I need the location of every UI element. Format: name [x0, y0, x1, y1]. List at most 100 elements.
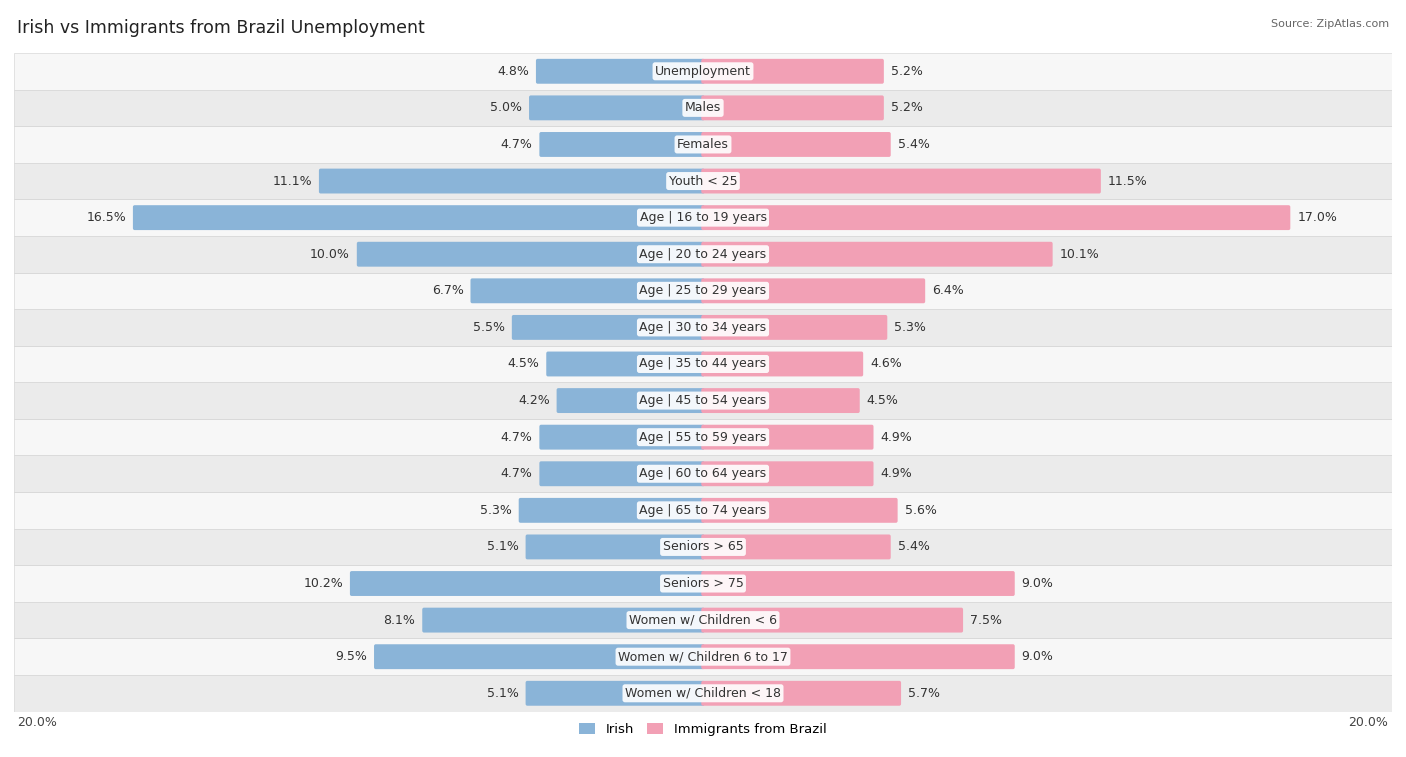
Text: 4.7%: 4.7% [501, 467, 533, 480]
Text: 9.0%: 9.0% [1022, 577, 1053, 590]
Text: Irish vs Immigrants from Brazil Unemployment: Irish vs Immigrants from Brazil Unemploy… [17, 19, 425, 37]
FancyBboxPatch shape [547, 351, 704, 376]
FancyBboxPatch shape [14, 602, 1392, 638]
FancyBboxPatch shape [357, 241, 704, 266]
FancyBboxPatch shape [134, 205, 704, 230]
Text: 5.3%: 5.3% [479, 504, 512, 517]
Text: Age | 55 to 59 years: Age | 55 to 59 years [640, 431, 766, 444]
Text: 4.8%: 4.8% [498, 65, 529, 78]
Text: Males: Males [685, 101, 721, 114]
FancyBboxPatch shape [702, 279, 925, 304]
FancyBboxPatch shape [529, 95, 704, 120]
FancyBboxPatch shape [14, 199, 1392, 236]
Text: 5.6%: 5.6% [904, 504, 936, 517]
Text: 4.6%: 4.6% [870, 357, 901, 370]
FancyBboxPatch shape [702, 461, 873, 486]
FancyBboxPatch shape [702, 169, 1101, 194]
FancyBboxPatch shape [702, 59, 884, 84]
FancyBboxPatch shape [14, 163, 1392, 199]
Text: 5.4%: 5.4% [897, 138, 929, 151]
FancyBboxPatch shape [14, 528, 1392, 565]
Text: 6.7%: 6.7% [432, 285, 464, 298]
Legend: Irish, Immigrants from Brazil: Irish, Immigrants from Brazil [574, 718, 832, 741]
FancyBboxPatch shape [702, 95, 884, 120]
FancyBboxPatch shape [512, 315, 704, 340]
FancyBboxPatch shape [14, 346, 1392, 382]
Text: 4.7%: 4.7% [501, 431, 533, 444]
Text: 5.7%: 5.7% [908, 687, 941, 699]
FancyBboxPatch shape [526, 681, 704, 706]
FancyBboxPatch shape [702, 315, 887, 340]
Text: 17.0%: 17.0% [1298, 211, 1337, 224]
Text: Age | 45 to 54 years: Age | 45 to 54 years [640, 394, 766, 407]
FancyBboxPatch shape [14, 236, 1392, 273]
FancyBboxPatch shape [14, 565, 1392, 602]
Text: 4.7%: 4.7% [501, 138, 533, 151]
FancyBboxPatch shape [319, 169, 704, 194]
Text: Source: ZipAtlas.com: Source: ZipAtlas.com [1271, 19, 1389, 29]
FancyBboxPatch shape [350, 571, 704, 596]
FancyBboxPatch shape [14, 456, 1392, 492]
Text: 4.9%: 4.9% [880, 467, 912, 480]
FancyBboxPatch shape [557, 388, 704, 413]
Text: 11.1%: 11.1% [273, 175, 312, 188]
FancyBboxPatch shape [14, 53, 1392, 89]
Text: Age | 35 to 44 years: Age | 35 to 44 years [640, 357, 766, 370]
Text: 4.5%: 4.5% [866, 394, 898, 407]
FancyBboxPatch shape [702, 644, 1015, 669]
Text: Age | 65 to 74 years: Age | 65 to 74 years [640, 504, 766, 517]
Text: 10.0%: 10.0% [311, 248, 350, 260]
Text: Women w/ Children < 6: Women w/ Children < 6 [628, 614, 778, 627]
Text: Age | 60 to 64 years: Age | 60 to 64 years [640, 467, 766, 480]
FancyBboxPatch shape [14, 675, 1392, 712]
FancyBboxPatch shape [14, 273, 1392, 309]
FancyBboxPatch shape [422, 608, 704, 633]
FancyBboxPatch shape [702, 608, 963, 633]
FancyBboxPatch shape [536, 59, 704, 84]
FancyBboxPatch shape [702, 205, 1291, 230]
FancyBboxPatch shape [14, 638, 1392, 675]
Text: 16.5%: 16.5% [86, 211, 127, 224]
FancyBboxPatch shape [14, 419, 1392, 456]
FancyBboxPatch shape [702, 351, 863, 376]
Text: Females: Females [678, 138, 728, 151]
FancyBboxPatch shape [14, 309, 1392, 346]
Text: 5.4%: 5.4% [897, 540, 929, 553]
FancyBboxPatch shape [702, 425, 873, 450]
Text: 9.0%: 9.0% [1022, 650, 1053, 663]
FancyBboxPatch shape [702, 132, 891, 157]
FancyBboxPatch shape [702, 241, 1053, 266]
Text: 5.5%: 5.5% [472, 321, 505, 334]
FancyBboxPatch shape [702, 534, 891, 559]
Text: 4.9%: 4.9% [880, 431, 912, 444]
Text: 10.2%: 10.2% [304, 577, 343, 590]
Text: 5.1%: 5.1% [486, 540, 519, 553]
FancyBboxPatch shape [540, 425, 704, 450]
FancyBboxPatch shape [702, 388, 859, 413]
Text: 4.5%: 4.5% [508, 357, 540, 370]
FancyBboxPatch shape [526, 534, 704, 559]
Text: Women w/ Children 6 to 17: Women w/ Children 6 to 17 [619, 650, 787, 663]
Text: 5.3%: 5.3% [894, 321, 927, 334]
FancyBboxPatch shape [540, 132, 704, 157]
Text: Age | 20 to 24 years: Age | 20 to 24 years [640, 248, 766, 260]
Text: 4.2%: 4.2% [517, 394, 550, 407]
Text: Seniors > 75: Seniors > 75 [662, 577, 744, 590]
FancyBboxPatch shape [702, 571, 1015, 596]
FancyBboxPatch shape [540, 461, 704, 486]
Text: 6.4%: 6.4% [932, 285, 965, 298]
Text: 5.2%: 5.2% [891, 65, 922, 78]
Text: Age | 16 to 19 years: Age | 16 to 19 years [640, 211, 766, 224]
Text: 20.0%: 20.0% [1348, 716, 1389, 729]
FancyBboxPatch shape [14, 89, 1392, 126]
FancyBboxPatch shape [14, 382, 1392, 419]
Text: 5.1%: 5.1% [486, 687, 519, 699]
Text: Youth < 25: Youth < 25 [669, 175, 737, 188]
Text: Age | 30 to 34 years: Age | 30 to 34 years [640, 321, 766, 334]
Text: 7.5%: 7.5% [970, 614, 1002, 627]
Text: Age | 25 to 29 years: Age | 25 to 29 years [640, 285, 766, 298]
FancyBboxPatch shape [374, 644, 704, 669]
Text: 8.1%: 8.1% [384, 614, 415, 627]
Text: 10.1%: 10.1% [1060, 248, 1099, 260]
Text: 11.5%: 11.5% [1108, 175, 1147, 188]
